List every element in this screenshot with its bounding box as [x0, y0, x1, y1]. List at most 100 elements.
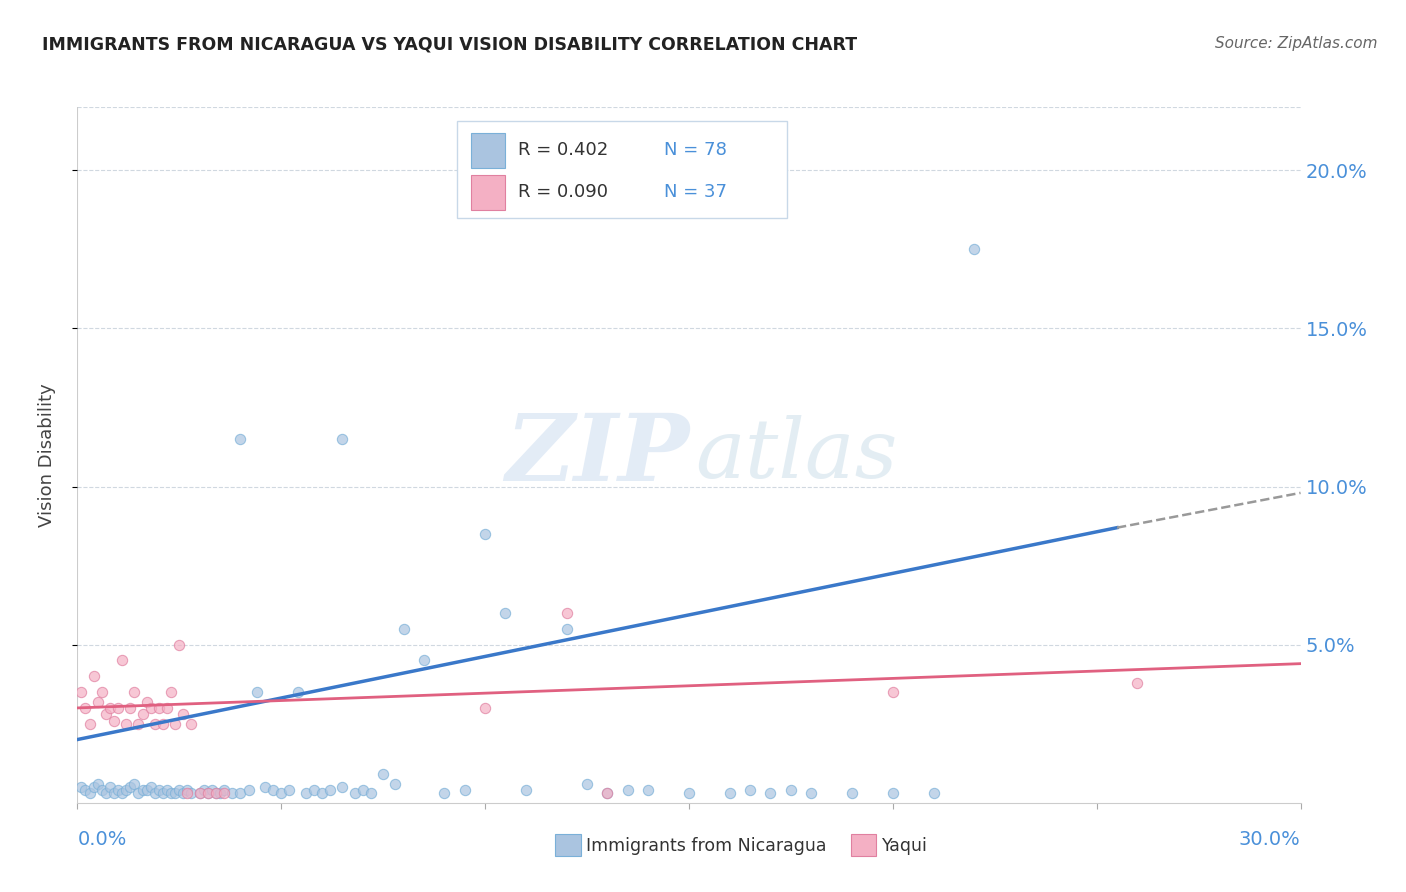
Point	[800, 786, 823, 800]
Point	[740, 783, 762, 797]
Point	[311, 786, 333, 800]
Point	[115, 783, 138, 797]
Point	[180, 716, 202, 731]
Point	[165, 786, 187, 800]
Point	[169, 783, 191, 797]
Point	[165, 716, 187, 731]
Point	[209, 786, 232, 800]
Y-axis label: Vision Disability: Vision Disability	[38, 383, 56, 527]
Point	[201, 783, 224, 797]
Point	[188, 786, 211, 800]
Point	[841, 786, 863, 800]
Point	[238, 783, 260, 797]
Point	[360, 786, 382, 800]
Point	[413, 653, 436, 667]
Point	[193, 783, 215, 797]
Text: Source: ZipAtlas.com: Source: ZipAtlas.com	[1215, 36, 1378, 51]
Point	[120, 701, 142, 715]
Point	[172, 707, 194, 722]
Point	[212, 783, 235, 797]
Point	[180, 786, 202, 800]
Point	[637, 783, 659, 797]
Point	[229, 786, 252, 800]
Point	[963, 243, 986, 257]
Point	[75, 701, 97, 715]
Point	[98, 701, 121, 715]
FancyBboxPatch shape	[457, 121, 787, 219]
Point	[160, 786, 183, 800]
Text: 30.0%: 30.0%	[1239, 830, 1301, 848]
Point	[131, 783, 153, 797]
Text: atlas: atlas	[695, 415, 897, 495]
Text: IMMIGRANTS FROM NICARAGUA VS YAQUI VISION DISABILITY CORRELATION CHART: IMMIGRANTS FROM NICARAGUA VS YAQUI VISIO…	[42, 36, 858, 54]
Point	[111, 786, 134, 800]
Point	[433, 786, 456, 800]
Point	[278, 783, 301, 797]
Point	[221, 786, 243, 800]
Point	[176, 783, 198, 797]
FancyBboxPatch shape	[471, 175, 506, 210]
Point	[143, 786, 166, 800]
Point	[197, 786, 219, 800]
Point	[128, 786, 150, 800]
Point	[678, 786, 700, 800]
Point	[882, 786, 904, 800]
Text: Yaqui: Yaqui	[882, 837, 928, 855]
Text: R = 0.090: R = 0.090	[517, 183, 607, 201]
Point	[576, 777, 599, 791]
Text: ZIP: ZIP	[505, 410, 689, 500]
Point	[454, 783, 477, 797]
Point	[124, 685, 146, 699]
Point	[111, 653, 134, 667]
Point	[229, 432, 252, 446]
Point	[617, 783, 640, 797]
Point	[139, 780, 162, 794]
Point	[352, 783, 374, 797]
Point	[156, 783, 179, 797]
Point	[152, 716, 174, 731]
Point	[143, 716, 166, 731]
Point	[759, 786, 782, 800]
Point	[79, 716, 101, 731]
Point	[474, 701, 496, 715]
Point	[392, 622, 415, 636]
Text: N = 37: N = 37	[665, 183, 727, 201]
Point	[882, 685, 904, 699]
Point	[115, 716, 138, 731]
Point	[246, 685, 269, 699]
Text: Immigrants from Nicaragua: Immigrants from Nicaragua	[586, 837, 827, 855]
Point	[197, 786, 219, 800]
Point	[94, 786, 117, 800]
Point	[270, 786, 292, 800]
Point	[90, 685, 112, 699]
Point	[103, 714, 125, 728]
Point	[148, 701, 170, 715]
Point	[596, 786, 619, 800]
Point	[107, 783, 129, 797]
Point	[169, 638, 191, 652]
Point	[75, 783, 97, 797]
Point	[188, 786, 211, 800]
Text: N = 78: N = 78	[665, 141, 727, 159]
Point	[156, 701, 179, 715]
Point	[212, 786, 235, 800]
Point	[160, 685, 183, 699]
Point	[371, 767, 394, 781]
Point	[515, 783, 537, 797]
Point	[139, 701, 162, 715]
Point	[555, 606, 578, 620]
Point	[79, 786, 101, 800]
Point	[474, 527, 496, 541]
Point	[172, 786, 194, 800]
Point	[103, 786, 125, 800]
Point	[718, 786, 741, 800]
Point	[294, 786, 316, 800]
FancyBboxPatch shape	[471, 134, 506, 169]
Text: R = 0.402: R = 0.402	[517, 141, 607, 159]
Point	[107, 701, 129, 715]
Point	[87, 695, 110, 709]
Point	[205, 786, 228, 800]
Point	[83, 669, 105, 683]
Point	[148, 783, 170, 797]
Point	[555, 622, 578, 636]
